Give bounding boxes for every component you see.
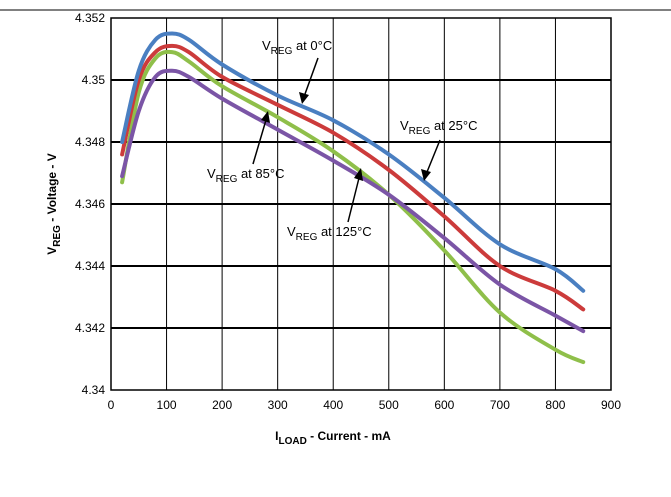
y-tick-labels: 4.34 4.342 4.344 4.346 4.348 4.35 4.352 — [75, 11, 105, 397]
y-axis-title: VREG - Voltage - V — [45, 153, 63, 254]
y-tick-label: 4.342 — [75, 321, 105, 335]
annotation-25c-label: VREG at 25°C — [400, 118, 477, 137]
x-tick-label: 200 — [212, 398, 232, 412]
x-tick-labels: 0 100 200 300 400 500 600 700 800 900 — [108, 398, 622, 412]
plot-frame — [110, 17, 612, 391]
y-tick-label: 4.35 — [82, 73, 106, 87]
y-tick-label: 4.34 — [82, 383, 106, 397]
annotation-125c-arrow — [347, 177, 360, 223]
series-line-85Cc — [120, 49, 586, 365]
annotation-0c: VREG at 0°C — [262, 38, 332, 104]
annotation-85c: VREG at 85°C — [207, 111, 284, 185]
y-tick-label: 4.344 — [75, 259, 105, 273]
y-tick-label: 4.348 — [75, 135, 105, 149]
annotation-25c-arrow — [426, 139, 441, 173]
x-tick-label: 700 — [490, 398, 510, 412]
annotation-0c-arrow — [304, 57, 319, 95]
annotation-85c-label: VREG at 85°C — [207, 166, 284, 185]
series-line-25Cc — [120, 43, 586, 312]
x-tick-label: 800 — [545, 398, 565, 412]
x-tick-label: 900 — [601, 398, 621, 412]
annotation-125c-label: VREG at 125°C — [287, 224, 372, 243]
annotation-0c-arrowhead — [299, 92, 309, 104]
y-tick-label: 4.352 — [75, 11, 105, 25]
series-line-125Cc — [120, 68, 586, 334]
annotation-25c: VREG at 25°C — [400, 118, 477, 181]
series-lines — [120, 31, 586, 365]
x-tick-label: 100 — [157, 398, 177, 412]
series-line-0Cc — [120, 31, 586, 293]
annotation-85c-arrow — [252, 119, 267, 165]
annotation-25c-arrowhead — [421, 169, 431, 181]
x-tick-label: 600 — [434, 398, 454, 412]
y-tick-label: 4.346 — [75, 197, 105, 211]
x-tick-label: 500 — [379, 398, 399, 412]
annotation-125c: VREG at 125°C — [287, 168, 372, 243]
x-tick-label: 400 — [323, 398, 343, 412]
x-tick-label: 300 — [268, 398, 288, 412]
annotation-85c-arrowhead — [261, 111, 270, 123]
x-axis-title: ILOAD - Current - mA — [275, 429, 391, 447]
annotation-125c-arrowhead — [354, 168, 363, 181]
annotation-0c-label: VREG at 0°C — [262, 38, 332, 57]
x-tick-label: 0 — [108, 398, 115, 412]
